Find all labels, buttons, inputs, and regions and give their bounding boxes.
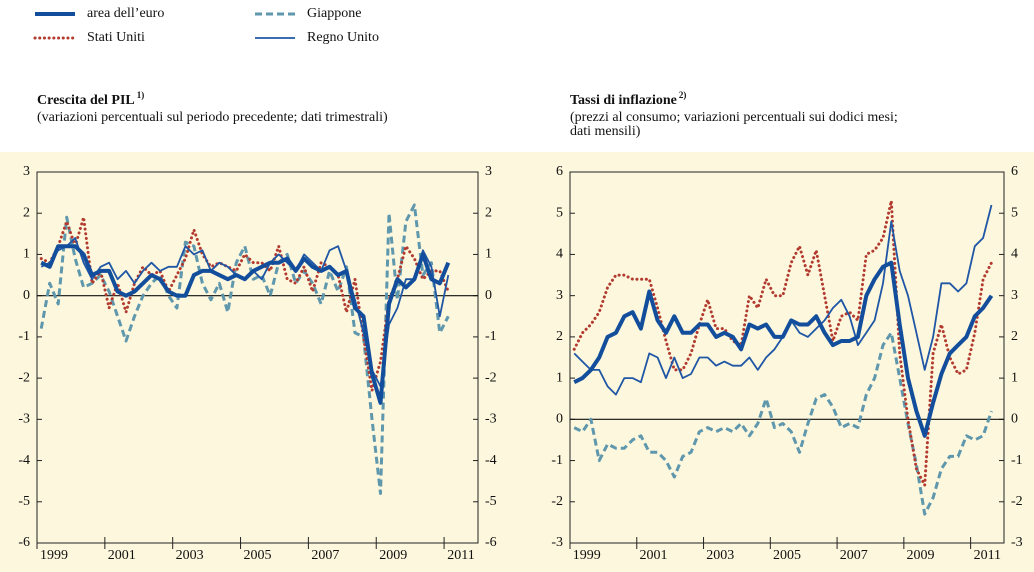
y-tick-label: -6 — [18, 535, 30, 550]
y-tick-label: -5 — [485, 494, 497, 509]
y-tick-label: -2 — [1011, 494, 1023, 509]
y-tick-label: -1 — [551, 453, 563, 468]
y-tick-label: 5 — [556, 205, 563, 220]
y-tick-label: -6 — [485, 535, 497, 550]
y-tick-label: 4 — [1011, 247, 1018, 262]
x-tick-label: 2011 — [447, 548, 474, 563]
x-tick-label: 2009 — [379, 548, 407, 563]
y-tick-label: 6 — [556, 164, 563, 179]
legend-label: area dell’euro — [87, 6, 164, 21]
y-tick-label: -3 — [18, 412, 30, 427]
title-text: Crescita del PIL — [37, 93, 135, 108]
x-tick-label: 2009 — [907, 548, 935, 563]
y-tick-label: -4 — [485, 453, 497, 468]
y-tick-label: -2 — [485, 370, 497, 385]
y-tick-label: 2 — [1011, 329, 1018, 344]
x-tick-label: 2003 — [706, 548, 734, 563]
y-tick-label: 1 — [485, 247, 492, 262]
y-tick-label: -1 — [18, 329, 30, 344]
title-note: 1) — [137, 90, 145, 100]
title-note: 2) — [679, 90, 687, 100]
chart-title: Crescita del PIL 1) — [37, 90, 144, 108]
y-tick-label: 3 — [556, 288, 563, 303]
x-tick-label: 2011 — [974, 548, 1001, 563]
y-tick-label: 5 — [1011, 205, 1018, 220]
legend-label: Regno Unito — [307, 30, 379, 45]
title-text: Tassi di inflazione — [570, 93, 677, 108]
series-line — [39, 215, 450, 392]
y-tick-label: 3 — [1011, 288, 1018, 303]
plot-area — [36, 171, 479, 544]
x-tick-label: 1999 — [573, 548, 601, 563]
legend-label: Giappone — [307, 6, 361, 21]
y-tick-label: 6 — [1011, 164, 1018, 179]
y-tick-label: 1 — [1011, 370, 1018, 385]
y-tick-label: -3 — [551, 535, 563, 550]
x-tick-label: 2001 — [639, 548, 667, 563]
y-tick-label: 0 — [23, 288, 30, 303]
y-tick-label: 1 — [23, 247, 30, 262]
y-tick-label: -1 — [485, 329, 497, 344]
chart-title: Tassi di inflazione 2) — [570, 90, 686, 108]
y-tick-label: -2 — [551, 494, 563, 509]
x-tick-label: 2003 — [176, 548, 204, 563]
x-tick-label: 2005 — [773, 548, 801, 563]
y-tick-label: 0 — [1011, 412, 1018, 427]
y-tick-label: -2 — [18, 370, 30, 385]
x-tick-label: 2005 — [244, 548, 272, 563]
chart-subtitle: (variazioni percentuali sul periodo prec… — [37, 110, 388, 125]
plot-area — [569, 171, 1005, 544]
x-tick-label: 2001 — [108, 548, 136, 563]
y-tick-label: 2 — [23, 205, 30, 220]
y-tick-label: 2 — [485, 205, 492, 220]
x-tick-label: 2007 — [311, 548, 339, 563]
y-tick-label: 4 — [556, 247, 563, 262]
x-tick-label: 1999 — [40, 548, 68, 563]
y-tick-label: -3 — [1011, 535, 1023, 550]
y-tick-label: -1 — [1011, 453, 1023, 468]
y-tick-label: -4 — [18, 453, 30, 468]
series-line — [40, 244, 451, 405]
y-tick-label: 0 — [485, 288, 492, 303]
y-tick-label: 1 — [556, 370, 563, 385]
y-tick-label: 3 — [485, 164, 492, 179]
y-tick-label: 2 — [556, 329, 563, 344]
series-line — [573, 260, 994, 438]
y-tick-label: -5 — [18, 494, 30, 509]
chart-subtitle: dati mensili) — [570, 124, 641, 139]
x-tick-label: 2007 — [840, 548, 868, 563]
legend-label: Stati Uniti — [87, 30, 145, 45]
series-line — [39, 203, 450, 495]
chart-subtitle: (prezzi al consumo; variazioni percentua… — [570, 110, 898, 125]
y-tick-label: 3 — [23, 164, 30, 179]
series-line — [573, 331, 993, 516]
y-tick-label: -3 — [485, 412, 497, 427]
y-tick-label: 0 — [556, 412, 563, 427]
